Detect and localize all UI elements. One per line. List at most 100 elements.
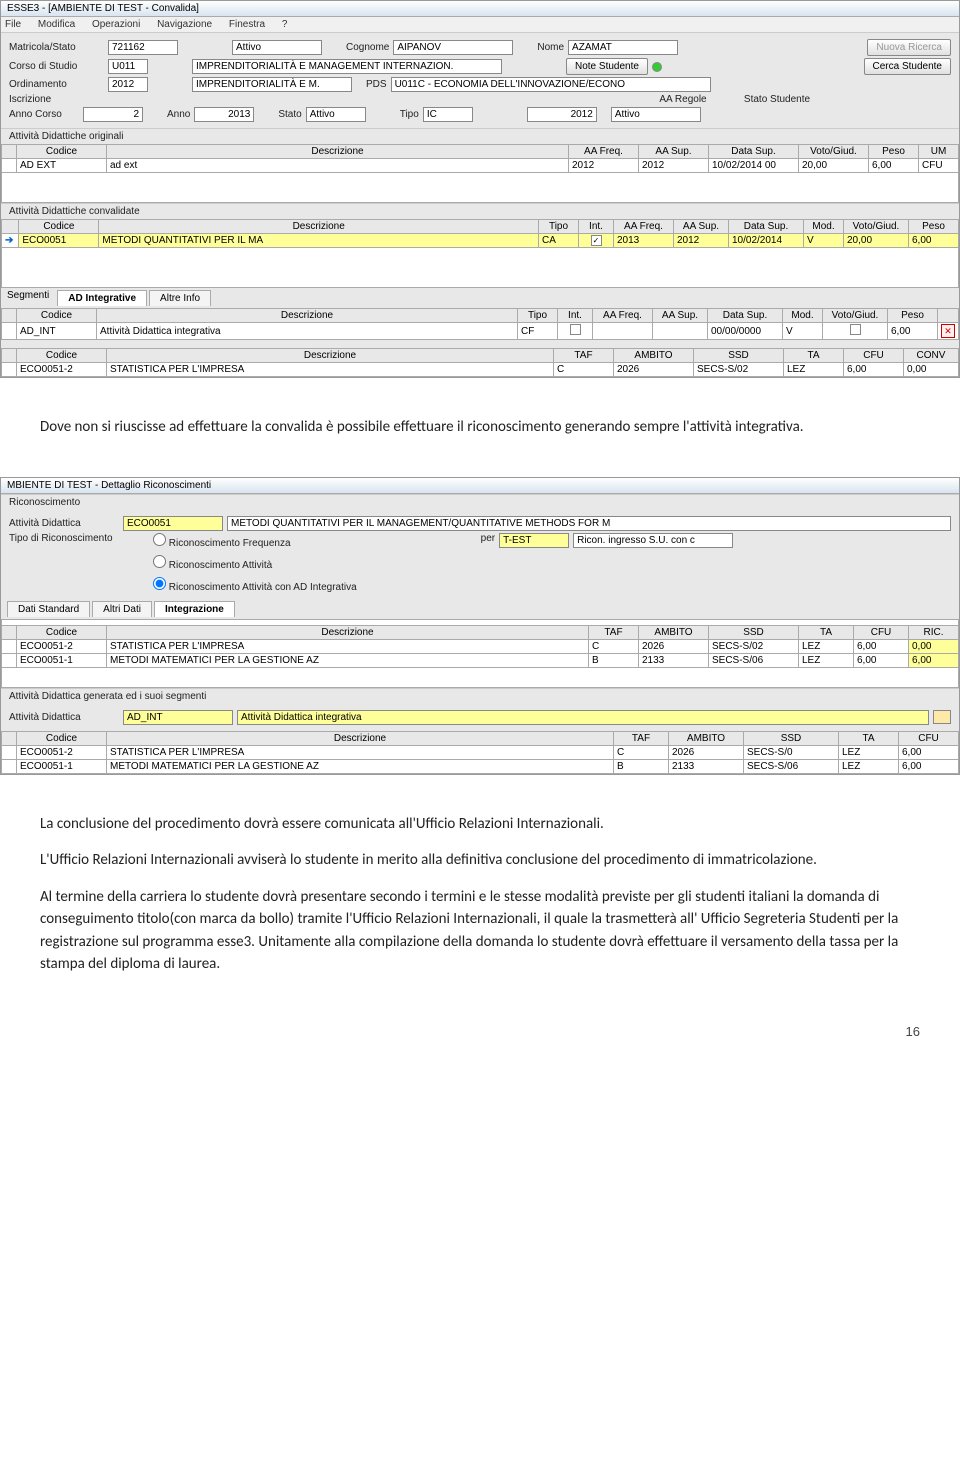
tipo-label: Tipo xyxy=(400,109,419,120)
radio-attivita[interactable]: Riconoscimento Attività xyxy=(153,555,357,571)
screenshot-riconoscimenti: MBIENTE DI TEST - Dettaglio Riconoscimen… xyxy=(0,477,960,775)
aareg-label: AA Regole xyxy=(643,94,723,105)
tipo-field[interactable]: IC xyxy=(423,107,473,122)
table-row[interactable]: ECO0051-2STATISTICA PER L'IMPRESAC2026SE… xyxy=(2,363,959,377)
menu-file[interactable]: File xyxy=(5,19,21,30)
ad-code-field[interactable]: ECO0051 xyxy=(123,516,223,531)
menu-operazioni[interactable]: Operazioni xyxy=(92,19,140,30)
status-dot-icon xyxy=(652,62,662,72)
table-segmenti: CodiceDescrizioneTipoInt.AA Freq.AA Sup.… xyxy=(1,308,959,340)
adgen-code-field[interactable]: AD_INT xyxy=(123,710,233,725)
segmenti-label: Segmenti xyxy=(7,290,55,306)
table-dettaglio: CodiceDescrizioneTAFAMBITOSSDTACFUCONV E… xyxy=(1,348,959,377)
corso-desc-field: IMPRENDITORIALITÀ E MANAGEMENT INTERNAZI… xyxy=(192,59,502,74)
paragraph-3: L'Ufficio Relazioni Internazionali avvis… xyxy=(40,849,920,872)
page-number: 16 xyxy=(0,1014,960,1049)
paragraph-1: Dove non si riuscisse ad effettuare la c… xyxy=(40,416,920,439)
pds-label: PDS xyxy=(366,79,387,90)
pds-field[interactable]: U011C - ECONOMIA DELL'INNOVAZIONE/ECONO xyxy=(391,77,711,92)
col-descrizione: Descrizione xyxy=(107,145,569,159)
ord-label: Ordinamento xyxy=(9,79,104,90)
table-originali: CodiceDescrizioneAA Freq.AA Sup.Data Sup… xyxy=(1,144,959,173)
tab-integrazione[interactable]: Integrazione xyxy=(154,601,235,617)
stato2-label: Stato xyxy=(278,109,301,120)
table-row[interactable]: AD EXTad ext2012201210/02/2014 0020,006,… xyxy=(2,159,959,173)
per-desc-field: Ricon. ingresso S.U. con c xyxy=(573,533,733,548)
cerca-studente-button[interactable]: Cerca Studente xyxy=(864,58,952,75)
menu-help[interactable]: ? xyxy=(282,19,288,30)
voto-checkbox[interactable] xyxy=(850,324,861,335)
adgen-desc-field: Attività Didattica integrativa xyxy=(237,710,929,725)
table-row[interactable]: ECO0051-2STATISTICA PER L'IMPRESAC2026SE… xyxy=(2,639,959,653)
iscr-label: Iscrizione xyxy=(9,94,104,105)
student-panel: Matricola/Stato 721162 Attivo Cognome AI… xyxy=(1,33,959,128)
statostud-label: Stato Studente xyxy=(727,94,827,105)
radio-attivita-adint[interactable]: Riconoscimento Attività con AD Integrati… xyxy=(153,577,357,593)
paragraph-4: Al termine della carriera lo studente do… xyxy=(40,886,920,976)
table-convalidate: CodiceDescrizioneTipoInt.AA Freq.AA Sup.… xyxy=(1,219,959,248)
ord-desc-field: IMPRENDITORIALITÀ E M. xyxy=(192,77,352,92)
per-label: per xyxy=(481,533,495,544)
menubar: File Modifica Operazioni Navigazione Fin… xyxy=(1,17,959,33)
table-row[interactable]: ➔ECO0051METODI QUANTITATIVI PER IL MACA✓… xyxy=(2,234,959,248)
tab-ad-integrative[interactable]: AD Integrative xyxy=(57,290,147,306)
stato2-field[interactable]: Attivo xyxy=(306,107,366,122)
nome-field[interactable]: AZAMAT xyxy=(568,40,678,55)
aareg-field[interactable]: 2012 xyxy=(527,107,597,122)
corso-label: Corso di Studio xyxy=(9,61,104,72)
arrow-icon: ➔ xyxy=(5,235,15,246)
col-aafreq: AA Freq. xyxy=(569,145,639,159)
matricola-field[interactable]: 721162 xyxy=(108,40,178,55)
cognome-label: Cognome xyxy=(346,42,389,53)
tabs-riconoscimento: Dati Standard Altri Dati Integrazione xyxy=(1,599,959,619)
delete-icon[interactable]: ✕ xyxy=(941,324,955,338)
tabs-segmenti: Segmenti AD Integrative Altre Info xyxy=(1,288,959,308)
table-row[interactable]: ECO0051-1METODI MATEMATICI PER LA GESTIO… xyxy=(2,759,959,773)
nuova-ricerca-button[interactable]: Nuova Ricerca xyxy=(867,39,951,56)
ord-field[interactable]: 2012 xyxy=(108,77,148,92)
col-codice: Codice xyxy=(17,145,107,159)
note-studente-button[interactable]: Note Studente xyxy=(566,58,648,75)
screenshot-convalida: ESSE3 - [AMBIENTE DI TEST - Convalida] F… xyxy=(0,0,960,378)
int-checkbox[interactable]: ✓ xyxy=(591,235,602,246)
window-title: ESSE3 - [AMBIENTE DI TEST - Convalida] xyxy=(1,1,959,17)
menu-modifica[interactable]: Modifica xyxy=(38,19,75,30)
nome-label: Nome xyxy=(537,42,564,53)
paragraph-2: La conclusione del procedimento dovrà es… xyxy=(40,813,920,836)
section-originali: Attività Didattiche originali xyxy=(1,128,959,144)
table-row[interactable]: ECO0051-2STATISTICA PER L'IMPRESAC2026SE… xyxy=(2,745,959,759)
corso-field[interactable]: U011 xyxy=(108,59,148,74)
matricola-label: Matricola/Stato xyxy=(9,42,104,53)
table-row[interactable]: ECO0051-1METODI MATEMATICI PER LA GESTIO… xyxy=(2,653,959,667)
per-field[interactable]: T-EST xyxy=(499,533,569,548)
window-title-2: MBIENTE DI TEST - Dettaglio Riconoscimen… xyxy=(1,478,959,494)
cognome-field[interactable]: AIPANOV xyxy=(393,40,513,55)
tab-altri-dati[interactable]: Altri Dati xyxy=(92,601,152,617)
table-integrazione: CodiceDescrizioneTAFAMBITOSSDTACFURIC. E… xyxy=(1,625,959,668)
col-peso: Peso xyxy=(869,145,919,159)
riconoscimento-label: Riconoscimento xyxy=(1,494,959,510)
tiporic-label: Tipo di Riconoscimento xyxy=(9,533,149,544)
ad-label: Attività Didattica xyxy=(9,518,119,529)
folder-icon[interactable] xyxy=(933,710,951,724)
menu-navigazione[interactable]: Navigazione xyxy=(157,19,212,30)
radio-frequenza[interactable]: Riconoscimento Frequenza xyxy=(153,533,357,549)
table-row[interactable]: AD_INTAttività Didattica integrativaCF00… xyxy=(2,323,959,340)
col-voto: Voto/Giud. xyxy=(799,145,869,159)
adgen-label: Attività Didattica xyxy=(9,712,119,723)
ad-desc-field: METODI QUANTITATIVI PER IL MANAGEMENT/QU… xyxy=(227,516,951,531)
annocorso-label: Anno Corso xyxy=(9,109,79,120)
menu-finestra[interactable]: Finestra xyxy=(229,19,265,30)
anno-label: Anno xyxy=(167,109,190,120)
table-generata: CodiceDescrizioneTAFAMBITOSSDTACFU ECO00… xyxy=(1,731,959,774)
stato-field[interactable]: Attivo xyxy=(232,40,322,55)
statostud-field[interactable]: Attivo xyxy=(611,107,701,122)
annocorso-field[interactable]: 2 xyxy=(83,107,143,122)
col-um: UM xyxy=(919,145,959,159)
anno-field[interactable]: 2013 xyxy=(194,107,254,122)
section-convalidate: Attività Didattiche convalidate xyxy=(1,203,959,219)
tab-altre-info[interactable]: Altre Info xyxy=(149,290,211,306)
int-checkbox[interactable] xyxy=(570,324,581,335)
col-datasup: Data Sup. xyxy=(709,145,799,159)
tab-dati-standard[interactable]: Dati Standard xyxy=(7,601,90,617)
